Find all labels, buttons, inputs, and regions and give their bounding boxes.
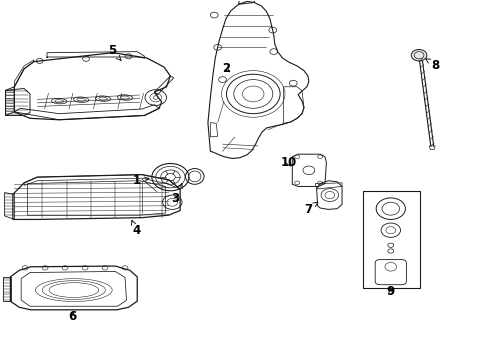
Text: 10: 10 — [280, 156, 296, 169]
Text: 7: 7 — [303, 202, 317, 216]
Text: 8: 8 — [425, 59, 439, 72]
Text: 4: 4 — [131, 220, 140, 238]
Text: 9: 9 — [386, 285, 394, 298]
Text: 1: 1 — [132, 174, 149, 187]
Text: 5: 5 — [107, 44, 121, 60]
Text: 6: 6 — [69, 310, 77, 324]
Text: 2: 2 — [222, 62, 229, 75]
Bar — [362, 192, 419, 288]
Text: 3: 3 — [171, 184, 182, 205]
Circle shape — [410, 49, 426, 61]
